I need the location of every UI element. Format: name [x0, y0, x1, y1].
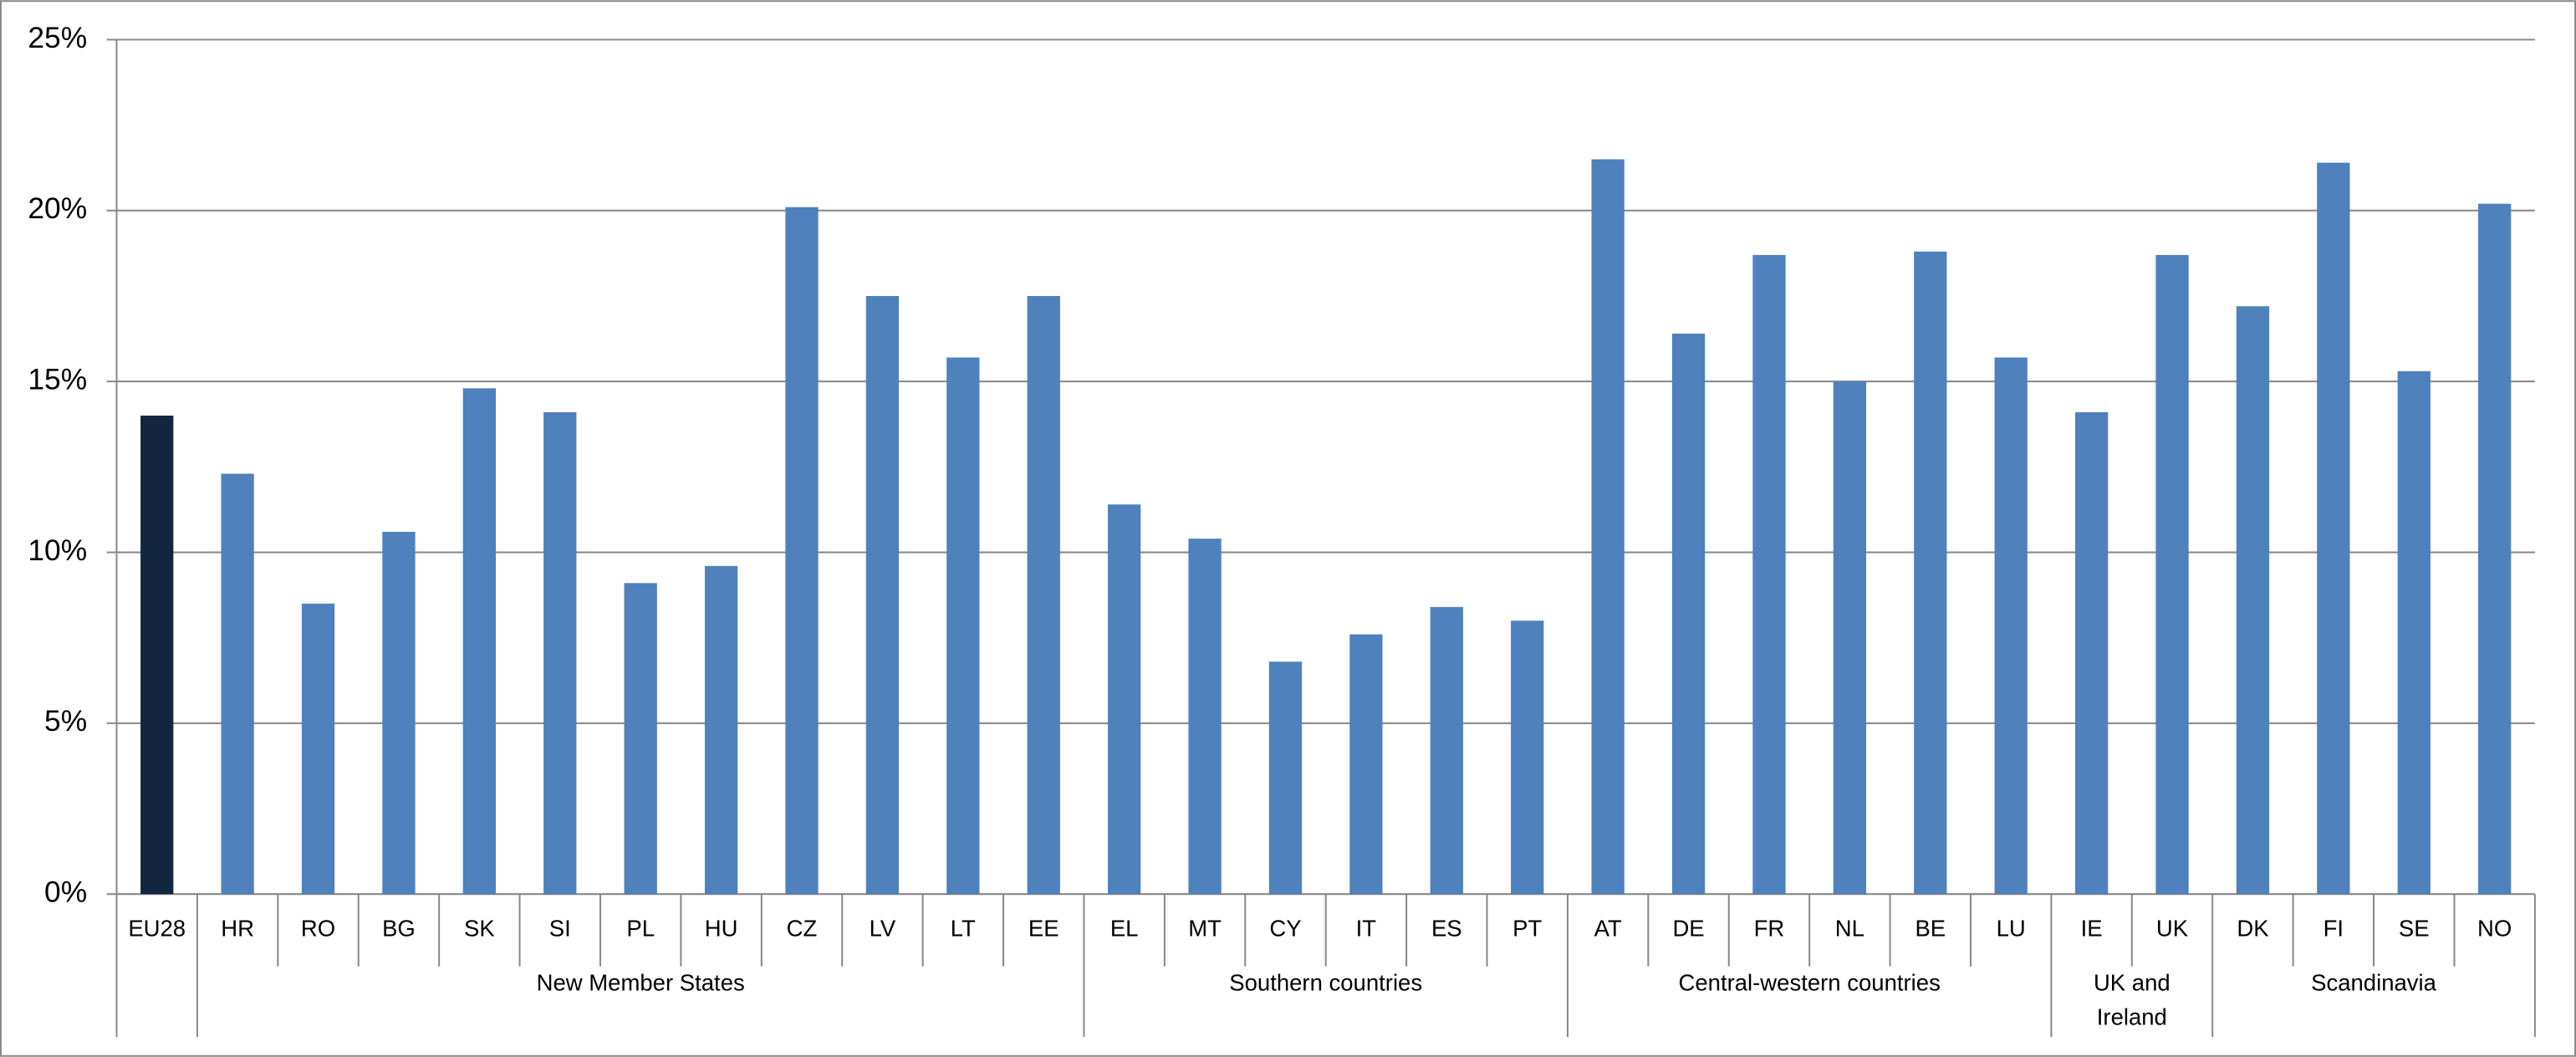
x-tick-label: BE	[1915, 916, 1946, 942]
x-tick-label: HU	[705, 916, 738, 942]
bar	[1268, 661, 1303, 895]
x-tick-label: NL	[1835, 916, 1864, 942]
x-tick-label: EU28	[128, 916, 186, 942]
x-tick-label: MT	[1188, 916, 1222, 942]
y-tick-label: 10%	[28, 534, 87, 567]
x-tick-label: PL	[626, 916, 655, 942]
bar	[2317, 162, 2350, 895]
group-label: Central-western countries	[1679, 970, 1941, 996]
x-tick-label: EL	[1110, 916, 1139, 942]
group-label: Southern countries	[1229, 970, 1422, 996]
bar	[1430, 606, 1463, 895]
y-tick-label: 5%	[44, 705, 87, 738]
bar	[1349, 634, 1383, 895]
bar	[1027, 295, 1060, 895]
x-tick-label: DK	[2237, 916, 2269, 942]
group-label: New Member States	[537, 970, 745, 996]
bar	[1914, 251, 1947, 895]
bar	[1591, 159, 1625, 895]
x-tick-label: AT	[1594, 916, 1622, 942]
x-tick-label: IE	[2081, 916, 2103, 942]
x-tick-label: UK	[2156, 916, 2189, 942]
bar	[1994, 357, 2028, 895]
x-tick-label: SI	[549, 916, 571, 942]
x-tick-label: FR	[1754, 916, 1785, 942]
bar	[1671, 333, 1706, 895]
bar	[1511, 620, 1544, 895]
x-tick-label: RO	[301, 916, 335, 942]
x-tick-label: NO	[2477, 916, 2512, 942]
bar	[1752, 254, 1786, 895]
x-tick-label: CZ	[787, 916, 818, 942]
bar	[2236, 306, 2270, 895]
x-tick-label: LU	[1997, 916, 2026, 942]
bar	[2397, 370, 2431, 895]
bar	[1188, 539, 1222, 895]
bar	[2478, 203, 2512, 895]
x-tick-label: PT	[1512, 916, 1542, 942]
bar	[785, 207, 819, 895]
x-tick-label: EE	[1028, 916, 1059, 942]
bar	[865, 295, 900, 895]
x-tick-label: DE	[1672, 916, 1704, 942]
bar	[462, 388, 497, 895]
x-tick-label: LT	[951, 916, 976, 942]
x-tick-label: FI	[2324, 916, 2344, 942]
y-tick-label: 15%	[28, 363, 87, 396]
bar	[543, 411, 577, 895]
x-tick-label: ES	[1431, 916, 1462, 942]
group-label: Scandinavia	[2311, 970, 2437, 996]
bar	[1833, 381, 1867, 895]
x-tick-label: SK	[464, 916, 495, 942]
y-tick-label: 25%	[28, 22, 87, 54]
x-tick-label: IT	[1356, 916, 1377, 942]
bar	[382, 531, 416, 895]
x-tick-label: SE	[2399, 916, 2430, 942]
group-label: UK and Ireland	[2094, 970, 2170, 1030]
bar	[221, 473, 254, 895]
x-tick-label: BG	[382, 916, 416, 942]
bar	[704, 565, 738, 895]
bar	[2074, 411, 2109, 895]
x-tick-label: HR	[221, 916, 254, 942]
bar	[140, 416, 174, 895]
bar	[301, 603, 335, 895]
y-tick-label: 0%	[44, 876, 87, 909]
bar	[1108, 504, 1141, 895]
bar	[624, 583, 657, 895]
bar	[2155, 254, 2189, 895]
x-tick-label: CY	[1269, 916, 1301, 942]
x-tick-label: LV	[870, 916, 896, 942]
y-tick-label: 20%	[28, 192, 87, 225]
bar	[946, 357, 980, 895]
